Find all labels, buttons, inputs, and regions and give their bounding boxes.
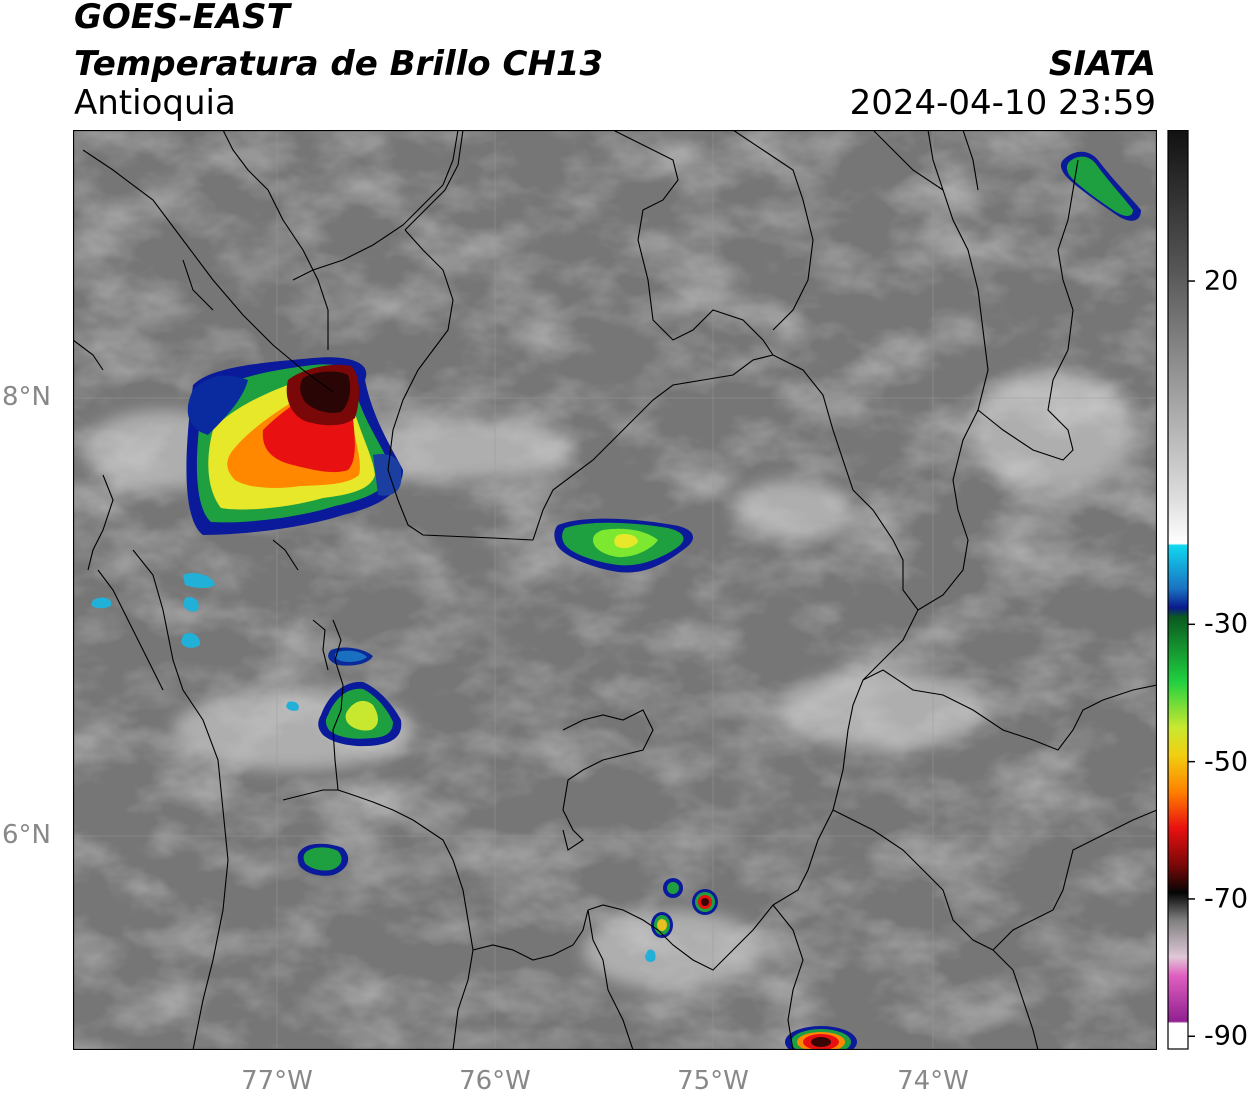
- colorbar-tick-label: -70: [1204, 883, 1249, 915]
- lon-label-74w: 74°W: [897, 1066, 969, 1096]
- satellite-title: GOES-EAST: [74, 0, 290, 37]
- lon-label-76w: 76°W: [459, 1066, 531, 1096]
- colorbar-tick-label: -90: [1204, 1020, 1249, 1052]
- storm-cell-west: [318, 681, 402, 747]
- colorbar-tick-label: 20: [1204, 265, 1239, 297]
- region-title: Antioquia: [74, 83, 236, 123]
- agency-title: SIATA: [1048, 44, 1156, 84]
- storm-cell-central: [554, 518, 694, 573]
- storm-cell-small: [297, 647, 373, 876]
- cloud-texture: [73, 130, 1157, 1050]
- satellite-map: [73, 130, 1157, 1050]
- datetime-label: 2024-04-10 23:59: [849, 83, 1156, 123]
- colorbar-tick-label: -50: [1204, 746, 1249, 778]
- storm-cell-northeast: [1060, 151, 1141, 221]
- lat-label-6n: 6°N: [2, 820, 51, 850]
- colorbar: [1167, 130, 1195, 1050]
- lat-label-8n: 8°N: [2, 382, 51, 412]
- lon-label-77w: 77°W: [241, 1066, 313, 1096]
- cold-cloud-fragments: [91, 573, 656, 963]
- storm-cell-uraba: [186, 357, 403, 535]
- colorbar-tick-label: -30: [1204, 608, 1249, 640]
- product-title: Temperatura de Brillo CH13: [74, 44, 604, 84]
- political-boundaries: [73, 130, 1157, 1050]
- lon-label-75w: 75°W: [677, 1066, 749, 1096]
- storm-cell-south: [651, 878, 857, 1050]
